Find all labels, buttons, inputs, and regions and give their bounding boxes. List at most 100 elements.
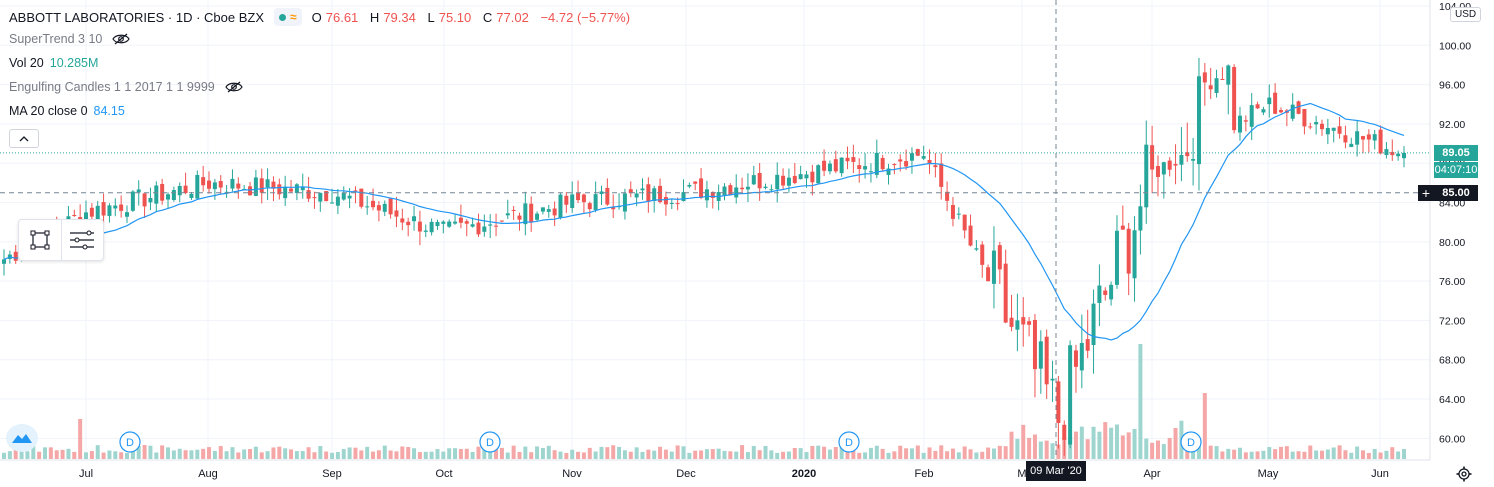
tradingview-logo-icon[interactable] <box>6 424 38 452</box>
volume-bar <box>166 447 171 459</box>
volume-bar <box>933 450 938 459</box>
volume-bar <box>1109 427 1114 459</box>
candle-body <box>406 221 411 226</box>
volume-bar <box>991 448 996 459</box>
candle-body <box>1372 134 1377 141</box>
candle-body <box>1319 123 1324 130</box>
candle-body <box>482 226 487 232</box>
candle-body <box>464 221 469 224</box>
candle-body <box>259 178 264 193</box>
volume-bar <box>1237 447 1242 459</box>
volume-bar <box>13 447 18 459</box>
eye-crossed-icon[interactable] <box>112 32 131 46</box>
volume-bar <box>160 445 165 459</box>
candle-body <box>511 209 516 211</box>
candle-body <box>1173 163 1178 166</box>
volume-bar <box>827 449 832 459</box>
candle-body <box>915 149 920 156</box>
candle-body <box>1337 126 1342 134</box>
candle-body <box>1202 72 1207 83</box>
symbol-title[interactable]: ABBOTT LABORATORIES · 1D · Cboe BZX <box>9 9 265 25</box>
ma-legend[interactable]: MA 20 close 0 84.15 <box>9 104 125 118</box>
dividend-marker[interactable]: D <box>1180 431 1202 453</box>
candle-body <box>1155 165 1160 177</box>
volume-bar <box>734 451 739 459</box>
dividend-marker[interactable]: D <box>479 431 501 453</box>
add-alert-plus-button[interactable]: + <box>1418 185 1434 201</box>
candle-body <box>1009 317 1014 327</box>
candle-body <box>1097 285 1102 303</box>
currency-label[interactable]: USD <box>1450 7 1482 22</box>
volume-bar <box>874 445 879 459</box>
volume-bar <box>898 445 903 459</box>
collapse-legend-button[interactable] <box>9 129 39 148</box>
dividend-marker[interactable]: D <box>119 431 141 453</box>
candle-body <box>1050 378 1055 381</box>
candle-body <box>142 193 147 207</box>
dividend-marker[interactable]: D <box>838 431 860 453</box>
candle-body <box>1027 321 1032 325</box>
volume-bar <box>710 449 715 459</box>
gear-icon[interactable] <box>1456 466 1472 482</box>
candle-body <box>868 171 873 173</box>
ma-value: 84.15 <box>93 104 125 118</box>
volume-bar <box>868 447 873 459</box>
ohlc-values: O 76.61 H 79.34 L 75.10 C 77.02 −4.72 (−5.77… <box>311 9 631 25</box>
volume-bar <box>89 451 94 459</box>
candle-body <box>230 178 235 189</box>
candle-body <box>622 193 627 212</box>
rectangle-tool-button[interactable] <box>19 220 61 260</box>
candle-body <box>171 190 176 201</box>
candle-body <box>599 191 604 195</box>
countdown-tag: 04:07:10 <box>1434 162 1478 178</box>
volume-bar <box>1296 451 1301 459</box>
candle-body <box>324 191 329 202</box>
candle-body <box>581 194 586 203</box>
candle-body <box>136 189 141 193</box>
candle-body <box>1003 263 1008 323</box>
volume-legend[interactable]: Vol 20 10.285M <box>9 56 99 70</box>
volume-bar <box>880 448 885 459</box>
candle-body <box>365 206 370 208</box>
candle-body <box>792 175 797 184</box>
volume-bar <box>218 446 223 459</box>
time-tick-label: Aug <box>198 468 218 480</box>
volume-bar <box>681 446 686 459</box>
volume-bar <box>904 448 909 459</box>
dividend-label: D <box>845 437 853 449</box>
volume-bar <box>511 445 516 459</box>
candle-body <box>1044 336 1049 385</box>
volume-bar <box>1073 431 1078 459</box>
volume-bar <box>1114 424 1119 459</box>
volume-bar <box>248 449 253 459</box>
volume-bar <box>1319 450 1324 459</box>
candle-body <box>2 259 6 264</box>
volume-bar <box>101 452 106 459</box>
volume-bar <box>382 445 387 459</box>
volume-bar <box>230 447 235 459</box>
candle-body <box>499 220 504 222</box>
object-tree-button[interactable] <box>60 220 104 260</box>
market-status-badge[interactable]: ≈ <box>274 8 302 26</box>
volume-bar <box>599 446 604 459</box>
volume-bar <box>1120 435 1125 459</box>
volume-bar <box>43 447 48 459</box>
time-tick-label: M <box>1017 468 1026 480</box>
volume-bar <box>1337 445 1342 459</box>
candle-body <box>1103 290 1108 296</box>
candle-body <box>1208 85 1213 90</box>
eye-crossed-icon[interactable] <box>225 80 243 94</box>
candle-body <box>394 210 399 217</box>
volume-bar <box>388 450 393 459</box>
candle-body <box>851 157 856 162</box>
candle-body <box>207 180 212 189</box>
volume-bar <box>113 451 118 459</box>
candle-body <box>13 251 18 261</box>
volume-bar <box>927 447 932 459</box>
supertrend-legend[interactable]: SuperTrend 3 10 <box>9 32 131 46</box>
engulfing-legend[interactable]: Engulfing Candles 1 1 2017 1 1 9999 <box>9 80 243 94</box>
volume-bar <box>546 445 551 459</box>
list-settings-icon <box>70 230 95 250</box>
